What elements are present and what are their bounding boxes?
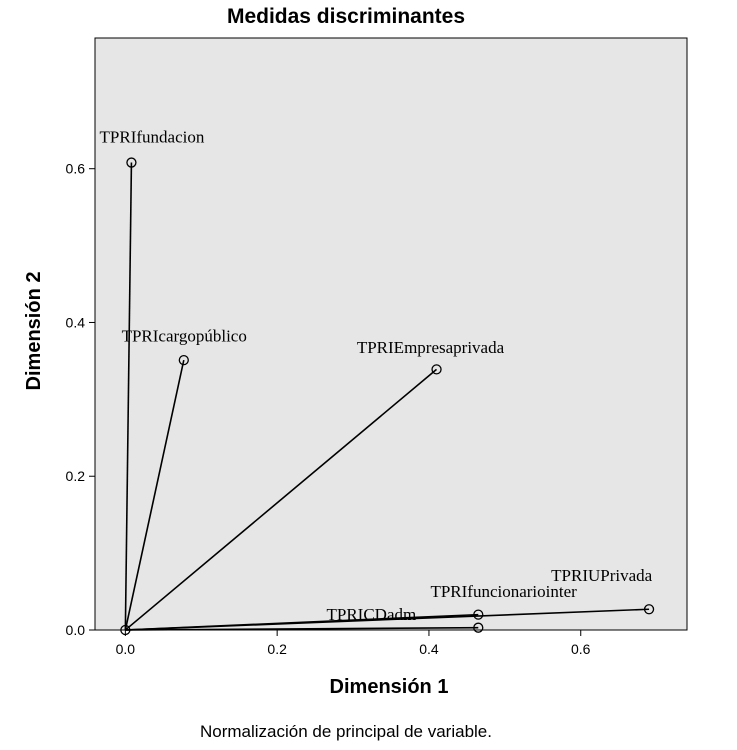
x-tick-label: 0.4 [419, 641, 439, 657]
vector-line [124, 162, 133, 631]
y-axis: 0.0 0.2 0.4 0.6 [66, 161, 95, 638]
point-label: TPRICDadm [326, 605, 416, 624]
point-label: TPRIfundacion [100, 128, 205, 147]
point-label: TPRIUPrivada [551, 566, 653, 585]
point-marker [431, 364, 442, 375]
vector-line [124, 359, 185, 631]
x-tick-label: 0.6 [571, 641, 591, 657]
y-tick-label: 0.0 [66, 622, 86, 638]
y-tick-label: 0.6 [66, 161, 86, 177]
x-axis: 0.0 0.2 0.4 0.6 [116, 630, 591, 657]
point-label: TPRIEmpresaprivada [357, 338, 505, 357]
point-labels: TPRIfundacion TPRIcargopúblico TPRIEmpresa… [100, 128, 653, 624]
plot-area [94, 37, 688, 631]
point-marker [178, 354, 189, 366]
x-axis-title: Dimensión 1 [330, 676, 449, 698]
vector-line [125, 626, 479, 631]
point-marker [643, 604, 655, 615]
point-label: TPRIfuncionariointer [430, 582, 577, 601]
x-tick-label: 0.0 [116, 641, 136, 657]
vector-line [124, 368, 438, 631]
point-marker [473, 622, 484, 633]
y-tick-label: 0.4 [66, 314, 86, 330]
x-tick-label: 0.2 [267, 641, 287, 657]
vector-lines [124, 162, 650, 631]
vector-line [125, 613, 479, 631]
point-markers [120, 157, 655, 636]
y-tick-label: 0.2 [66, 468, 86, 484]
chart-title: Medidas discriminantes [227, 5, 465, 28]
point-marker [473, 609, 484, 620]
point-label: TPRIcargopúblico [122, 327, 247, 346]
footnote: Normalización de principal de variable. [200, 722, 492, 741]
y-axis-title: Dimensión 2 [23, 272, 45, 391]
origin-marker [120, 624, 131, 636]
point-marker [126, 157, 137, 168]
